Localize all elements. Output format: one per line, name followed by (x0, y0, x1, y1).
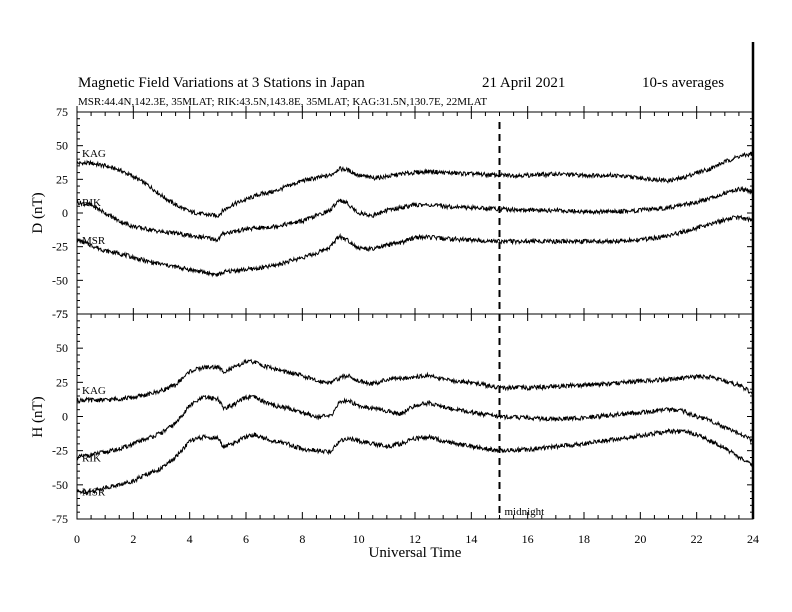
x-tick-label: 2 (130, 532, 136, 546)
chart-averaging: 10-s averages (642, 75, 724, 91)
series-line-rik (76, 393, 754, 462)
x-tick-label: 20 (634, 532, 646, 546)
series-line-kag (76, 358, 754, 404)
x-tick-label: 8 (299, 532, 305, 546)
y-tick-label: -25 (52, 240, 68, 254)
x-tick-label: 22 (691, 532, 703, 546)
chart-subtitle: MSR:44.4N,142.3E, 35MLAT; RIK:43.5N,143.… (78, 96, 487, 108)
series-label-msr: MSR (82, 487, 106, 499)
x-axis-title: Universal Time (369, 545, 462, 561)
x-tick-label: 24 (747, 532, 759, 546)
series-line-kag (76, 151, 754, 219)
y-tick-label: 25 (56, 375, 68, 389)
y-tick-label: 25 (56, 172, 68, 186)
x-tick-label: 16 (522, 532, 534, 546)
y-tick-label: -75 (52, 307, 68, 321)
panel-d: 75 50 25 0 -25 -50 -75 KAG RIK MSR D (nT) (30, 105, 754, 321)
series-label-kag: KAG (82, 385, 106, 397)
h-axis-title: H (nT) (30, 396, 46, 437)
chart-title: Magnetic Field Variations at 3 Stations … (78, 75, 365, 91)
x-tick-label: 10 (353, 532, 365, 546)
d-series: KAG RIK MSR (76, 148, 754, 278)
y-tick-label: 75 (56, 105, 68, 119)
series-label-rik: RIK (82, 197, 101, 209)
series-label-rik: RIK (82, 453, 101, 465)
y-tick-label: -25 (52, 444, 68, 458)
y-tick-label: 0 (62, 410, 68, 424)
x-tick-label: 4 (187, 532, 193, 546)
h-ticks: 75 50 25 0 -25 -50 -75 (52, 307, 753, 526)
series-line-rik (76, 185, 754, 243)
series-label-msr: MSR (82, 235, 106, 247)
x-tick-label: 12 (409, 532, 421, 546)
h-series: KAG RIK MSR (76, 358, 754, 499)
y-tick-label: 75 (56, 307, 68, 321)
x-tick-label: 0 (74, 532, 80, 546)
series-line-msr (76, 214, 754, 278)
d-axis-title: D (nT) (30, 192, 46, 233)
x-axis: 0 2 4 6 8 10 12 14 16 18 20 22 24 (74, 106, 759, 546)
d-ticks: 75 50 25 0 -25 -50 -75 (52, 105, 753, 321)
panel-h: 75 50 25 0 -25 -50 -75 KAG RIK MSR H (nT) (30, 307, 754, 526)
midnight-label: midnight (505, 506, 545, 518)
x-tick-label: 14 (465, 532, 477, 546)
chart-date: 21 April 2021 (482, 75, 565, 91)
x-tick-label: 18 (578, 532, 590, 546)
y-tick-label: -50 (52, 478, 68, 492)
y-tick-label: -75 (52, 512, 68, 526)
y-tick-label: -50 (52, 273, 68, 287)
y-tick-label: 50 (56, 341, 68, 355)
series-label-kag: KAG (82, 148, 106, 160)
y-tick-label: 50 (56, 139, 68, 153)
series-line-msr (76, 427, 754, 496)
x-tick-label: 6 (243, 532, 249, 546)
y-tick-label: 0 (62, 206, 68, 220)
